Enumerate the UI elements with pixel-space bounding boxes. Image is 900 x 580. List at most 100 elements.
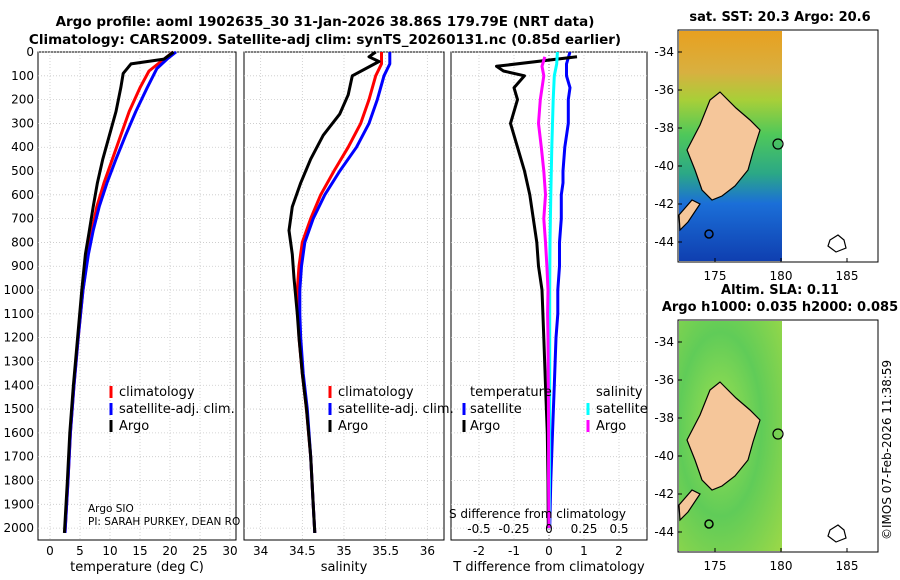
s-difference-tick-labels: -0.5 -0.25 0 0.25 0.5: [467, 522, 628, 536]
depth-tick-label: 1700: [3, 450, 34, 464]
depth-tick-label: 2000: [3, 521, 34, 535]
sla-map-title1: Altim. SLA: 0.11: [721, 283, 839, 298]
depth-tick-label: 700: [11, 212, 34, 226]
depth-tick-label: 500: [11, 164, 34, 178]
depth-tick-label: 1800: [3, 473, 34, 487]
depth-tick-label: 1900: [3, 497, 34, 511]
depth-tick-label: 100: [11, 69, 34, 83]
pi-note: PI: SARAH PURKEY, DEAN RO: [88, 516, 240, 528]
legend-title-temperature: temperature: [470, 385, 552, 400]
depth-tick-label: 1600: [3, 426, 34, 440]
x-tick-label: 36: [420, 544, 435, 558]
series-line-salinity-satellite: [547, 51, 559, 529]
series-line-temperature-argo: [495, 55, 578, 529]
series-line-temperature-satellite: [548, 51, 572, 529]
x-tick-label: 2: [615, 544, 623, 558]
map-lat-label: -40: [654, 449, 674, 463]
x-tick-label: 35: [336, 544, 351, 558]
map-tick-labels: -34 -36 -38 -40 -42 -44 175 180 185 -34 -36 -38 -40 -…: [654, 45, 858, 573]
x-tick-label: 1: [580, 544, 588, 558]
map-lat-label: -36: [654, 373, 674, 387]
figure-title-line2: Climatology: CARS2009. Satellite-adj cli…: [28, 32, 622, 48]
depth-tick-label: 1400: [3, 378, 34, 392]
chatham-islands: [827, 234, 847, 253]
x-tick-label: 5: [76, 544, 84, 558]
x-tick-labels: 0 5 10 15 20 25 30 34 34.5 35 35.5 36 -2 -1 0 1 2: [46, 544, 623, 558]
map-lat-label: -44: [654, 525, 674, 539]
s-tick-label: -0.5: [467, 522, 490, 536]
depth-tick-label: 800: [11, 235, 34, 249]
sst-map: [677, 29, 879, 263]
legend-label-temp-argo: Argo: [470, 419, 500, 434]
new-zealand-north-island: [686, 381, 761, 491]
map-lat-label: -34: [654, 335, 674, 349]
salinity-xlabel: salinity: [321, 560, 368, 575]
series-layer: [62, 50, 578, 533]
depth-tick-label: 1500: [3, 402, 34, 416]
difference-legend: temperature salinity satellite Argo sate…: [462, 385, 648, 434]
depth-tick-label: 1300: [3, 354, 34, 368]
figure-title-line1: Argo profile: aoml 1902635_30 31-Jan-202…: [55, 14, 595, 30]
legend-label-argo: Argo: [338, 419, 368, 434]
depth-tick-label: 1000: [3, 283, 34, 297]
depth-tick-label: 600: [11, 188, 34, 202]
legend-label-argo: Argo: [119, 419, 149, 434]
map-lat-label: -36: [654, 83, 674, 97]
x-tick-label: 0: [46, 544, 54, 558]
s-tick-label: -0.25: [498, 522, 529, 536]
map-lat-label: -40: [654, 159, 674, 173]
legend-label-sal-satellite: satellite: [596, 402, 648, 417]
imos-watermark: ©IMOS 07-Feb-2026 11:38:59: [880, 359, 894, 540]
south-island-tip: [678, 199, 701, 232]
x-tick-label: 0: [545, 544, 553, 558]
depth-tick-label: 400: [11, 140, 34, 154]
depth-tick-label: 0: [26, 45, 34, 59]
x-tick-label: 35.5: [372, 544, 399, 558]
x-tick-label: 10: [102, 544, 117, 558]
map-lat-label: -42: [654, 197, 674, 211]
map-lon-label: 185: [836, 269, 859, 283]
depth-tick-label: 300: [11, 116, 34, 130]
legend-label-climatology: climatology: [119, 385, 195, 400]
legend-title-salinity: salinity: [596, 385, 643, 400]
s-tick-label: 0.25: [571, 522, 598, 536]
temperature-xlabel: temperature (deg C): [70, 560, 204, 575]
south-island-tip: [678, 489, 701, 522]
map-lon-label: 175: [704, 269, 727, 283]
sst-map-title: sat. SST: 20.3 Argo: 20.6: [689, 10, 871, 25]
argo-location-marker: [772, 428, 784, 440]
argo-location-marker: [772, 138, 784, 150]
map-lat-label: -38: [654, 121, 674, 135]
s-tick-label: 0.5: [609, 522, 628, 536]
map-lon-label: 180: [770, 559, 793, 573]
difference-xlabel: T difference from climatology: [452, 560, 645, 575]
salinity-legend: climatology satellite-adj. clim. Argo: [328, 385, 454, 434]
legend-label-sal-argo: Argo: [596, 419, 626, 434]
map-lat-label: -38: [654, 411, 674, 425]
island-outline: [704, 519, 714, 529]
depth-tick-label: 200: [11, 93, 34, 107]
series-line-salinity-argo: [537, 56, 551, 529]
depth-tick-label: 1100: [3, 307, 34, 321]
series-line-argo: [62, 50, 175, 533]
temperature-legend: climatology satellite-adj. clim. Argo: [109, 385, 235, 434]
chatham-islands: [827, 524, 847, 543]
x-tick-label: 34.5: [289, 544, 316, 558]
x-tick-label: 30: [222, 544, 237, 558]
temperature-axes: [37, 51, 237, 541]
map-lat-label: -44: [654, 235, 674, 249]
sla-map-title2: Argo h1000: 0.035 h2000: 0.085: [661, 300, 899, 315]
new-zealand-north-island: [686, 91, 761, 201]
map-lon-label: 185: [836, 559, 859, 573]
legend-label-satellite-clim: satellite-adj. clim.: [119, 402, 235, 417]
profile-charts: 0100200300400500600700800900100011001200…: [3, 45, 648, 575]
s-tick-label: 0: [545, 522, 553, 536]
map-lat-label: -42: [654, 487, 674, 501]
x-tick-label: 34: [253, 544, 268, 558]
legend-label-satellite-clim: satellite-adj. clim.: [338, 402, 454, 417]
map-lat-label: -34: [654, 45, 674, 59]
sla-map: [677, 319, 879, 553]
legend-label-climatology: climatology: [338, 385, 414, 400]
depth-tick-labels: 0 100 200 300 400 500 600 700 800 900 1000 1100 1200…: [3, 45, 34, 535]
x-tick-label: -1: [508, 544, 520, 558]
